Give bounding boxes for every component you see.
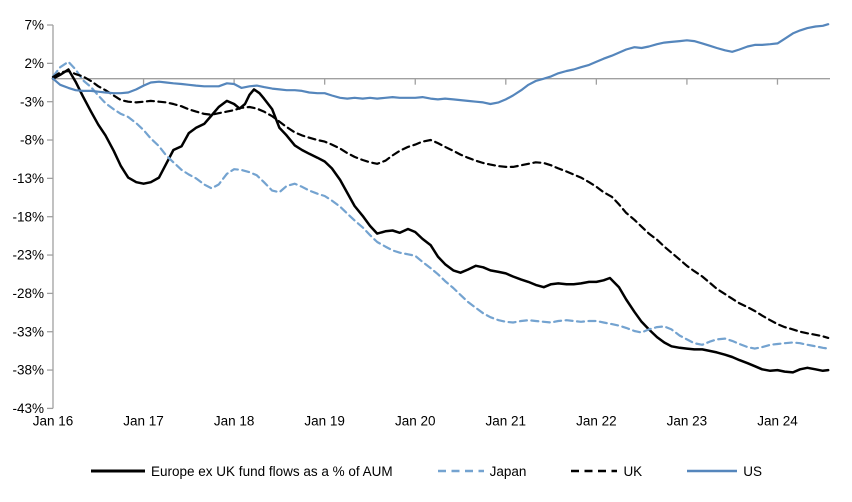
chart-plot-area: 7%2%-3%-8%-13%-18%-23%-28%-33%-38%-43%Ja… [12, 18, 830, 428]
svg-text:7%: 7% [24, 18, 44, 33]
legend-item-uk: UK [570, 464, 642, 479]
svg-text:Jan 23: Jan 23 [667, 413, 708, 428]
legend-key-dashed-black-line [571, 469, 618, 473]
svg-text:Jan 16: Jan 16 [33, 413, 74, 428]
svg-text:Jan 20: Jan 20 [395, 413, 436, 428]
legend-item-japan: Japan [437, 463, 527, 479]
svg-text:Jan 18: Jan 18 [214, 413, 255, 428]
legend-label-us: US [743, 463, 762, 479]
legend-item-europe-ex-uk: Europe ex UK fund flows as a % of AUM [90, 464, 393, 479]
svg-text:Jan 17: Jan 17 [123, 413, 164, 428]
legend: Europe ex UK fund flows as a % of AUM Ja… [0, 453, 852, 489]
svg-text:-3%: -3% [20, 94, 44, 109]
svg-text:2%: 2% [24, 56, 44, 71]
svg-text:-23%: -23% [12, 248, 44, 263]
svg-text:-13%: -13% [12, 171, 44, 186]
legend-label-japan: Japan [489, 463, 527, 479]
svg-text:Jan 21: Jan 21 [486, 413, 527, 428]
svg-text:Jan 24: Jan 24 [757, 413, 798, 428]
legend-label-uk: UK [623, 463, 643, 479]
svg-text:-43%: -43% [12, 401, 44, 416]
legend-key-dashed-blue-line [437, 469, 484, 473]
svg-text:Jan 19: Jan 19 [304, 413, 345, 428]
svg-text:-33%: -33% [12, 324, 44, 339]
legend-key-solid-blue-line [687, 469, 738, 473]
svg-text:-18%: -18% [12, 209, 44, 224]
legend-item-us: US [686, 464, 762, 479]
legend-label-europe-ex-uk: Europe ex UK fund flows as a % of AUM [151, 463, 393, 479]
svg-text:-38%: -38% [12, 363, 44, 378]
svg-text:Jan 22: Jan 22 [576, 413, 617, 428]
svg-text:-28%: -28% [12, 286, 44, 301]
legend-key-solid-black-line [91, 469, 146, 473]
svg-text:-8%: -8% [20, 133, 44, 148]
